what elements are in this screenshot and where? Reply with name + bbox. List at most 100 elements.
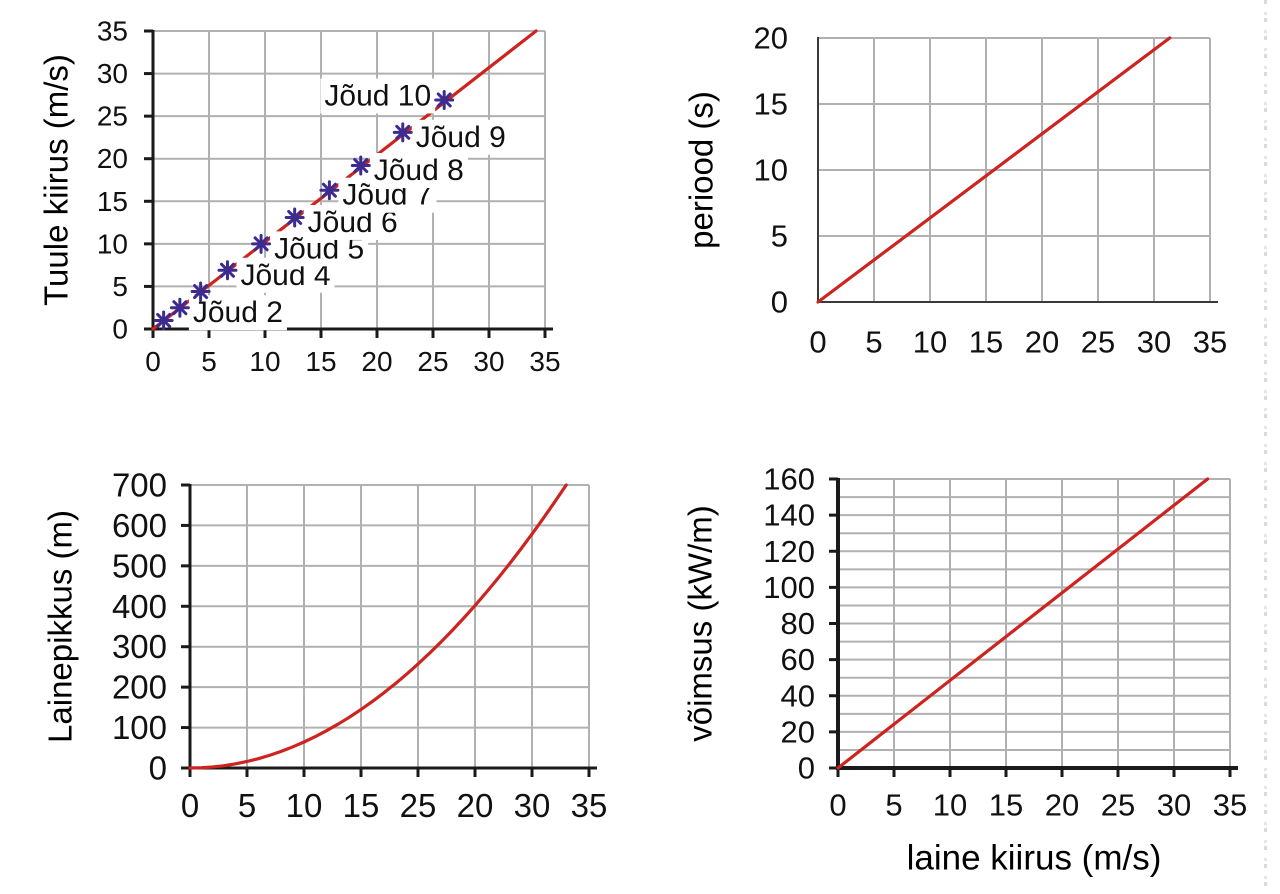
marker-center (292, 214, 298, 221)
x-tick-label: 30 (1157, 787, 1191, 822)
x-tick-label: 25 (1101, 787, 1135, 822)
y-tick-label: 100 (112, 709, 167, 746)
x-tick-label: 20 (361, 346, 392, 377)
y-tick-label: 25 (97, 101, 128, 132)
point-label-halo (411, 119, 510, 155)
data-point-marker (392, 122, 413, 143)
x-tick-label: 20 (457, 787, 494, 824)
y-axis-title: periood (s) (683, 91, 720, 249)
y-tick-label: 100 (763, 570, 815, 605)
point-label: Jõud 2 (193, 296, 283, 329)
x-tick-label: 0 (145, 346, 161, 377)
y-tick-label: 700 (112, 467, 167, 504)
y-tick-label: 120 (763, 534, 815, 569)
x-axis-title: laine kiirus (m/s) (907, 839, 1162, 878)
x-tick-label: 15 (989, 787, 1023, 822)
y-tick-label: 0 (771, 285, 788, 320)
data-point-marker (217, 260, 238, 281)
y-tick-label: 400 (112, 588, 167, 625)
page-cut-line (1264, 0, 1267, 894)
marker-center (441, 97, 447, 103)
x-tick-label: 35 (1193, 324, 1227, 359)
x-tick-label: 35 (529, 346, 560, 377)
point-label: Jõud 10 (324, 79, 431, 112)
marker-center (177, 305, 183, 311)
x-tick-label: 0 (181, 787, 199, 824)
y-axis-title: võimsus (kW/m) (682, 505, 719, 741)
x-tick-label: 5 (865, 324, 882, 359)
data-point-marker (434, 89, 455, 110)
marker-center (224, 267, 231, 273)
y-tick-label: 10 (754, 153, 788, 188)
y-tick-label: 60 (781, 642, 815, 677)
x-tick-label: 0 (809, 324, 826, 359)
x-tick-label: 15 (969, 324, 1003, 359)
y-tick-label: 0 (798, 751, 815, 786)
y-tick-label: 20 (97, 143, 128, 174)
x-tick-label: 5 (201, 346, 217, 377)
marker-center (400, 129, 406, 135)
data-point-marker (319, 180, 340, 201)
y-tick-label: 160 (763, 462, 815, 497)
y-tick-label: 200 (112, 669, 167, 706)
y-tick-label: 20 (754, 21, 788, 56)
marker-center (326, 187, 332, 193)
x-tick-label: 10 (249, 346, 280, 377)
point-label-halo (369, 153, 468, 189)
y-tick-label: 15 (97, 186, 128, 217)
x-tick-label: 25 (1081, 324, 1115, 359)
x-tick-label: 5 (885, 787, 902, 822)
point-label-halo (188, 295, 287, 331)
data-point-marker (350, 155, 371, 176)
data-point-marker (251, 233, 272, 254)
y-axis-title: Lainepikkus (m) (42, 510, 79, 743)
x-tick-label: 20 (1045, 787, 1079, 822)
data-point-marker (284, 207, 305, 228)
x-tick-label: 10 (933, 787, 967, 822)
y-tick-label: 15 (754, 87, 788, 122)
data-point-marker (153, 310, 174, 331)
y-tick-label: 5 (771, 219, 788, 254)
y-tick-label: 140 (763, 498, 815, 533)
data-point-marker (190, 281, 211, 302)
y-tick-label: 80 (781, 606, 815, 641)
y-axis-title: Tuule kiirus (m/s) (38, 54, 75, 306)
marker-center (258, 241, 264, 247)
x-tick-label: 30 (1137, 324, 1171, 359)
y-tick-label: 0 (149, 750, 167, 787)
x-tick-label: 15 (305, 346, 336, 377)
y-tick-label: 35 (97, 16, 128, 47)
x-tick-label: 0 (829, 787, 846, 822)
marker-center (161, 317, 167, 324)
point-label: Jõud 8 (374, 154, 464, 187)
data-line (188, 483, 568, 770)
data-point-marker (169, 297, 190, 318)
point-label: Jõud 9 (416, 121, 506, 154)
chart-periood: 0 5 10 15 20 25 30 35 0 5 10 15 20 periood (s) (683, 21, 1228, 360)
y-tick-label: 300 (112, 628, 167, 665)
y-tick-label: 10 (97, 228, 128, 259)
x-tick-label: 15 (343, 787, 380, 824)
y-tick-label: 0 (112, 314, 128, 345)
y-tick-label: 600 (112, 507, 167, 544)
marker-center (358, 162, 364, 169)
x-tick-label: 25 (400, 787, 437, 824)
y-tick-label: 5 (112, 271, 128, 302)
x-tick-label: 30 (473, 346, 504, 377)
x-tick-label: 20 (1025, 324, 1059, 359)
x-tick-label: 35 (1213, 787, 1247, 822)
data-line (836, 477, 1210, 770)
x-tick-label: 35 (571, 787, 608, 824)
y-tick-label: 20 (781, 714, 815, 749)
y-tick-label: 40 (781, 678, 815, 713)
x-tick-label: 10 (913, 324, 947, 359)
x-tick-label: 25 (417, 346, 448, 377)
chart-voimsus: 0 5 10 15 20 25 30 35020406080100120140160võims… (682, 462, 1248, 878)
x-tick-label: 5 (238, 787, 256, 824)
y-tick-label: 500 (112, 547, 167, 584)
data-line (816, 36, 1172, 304)
